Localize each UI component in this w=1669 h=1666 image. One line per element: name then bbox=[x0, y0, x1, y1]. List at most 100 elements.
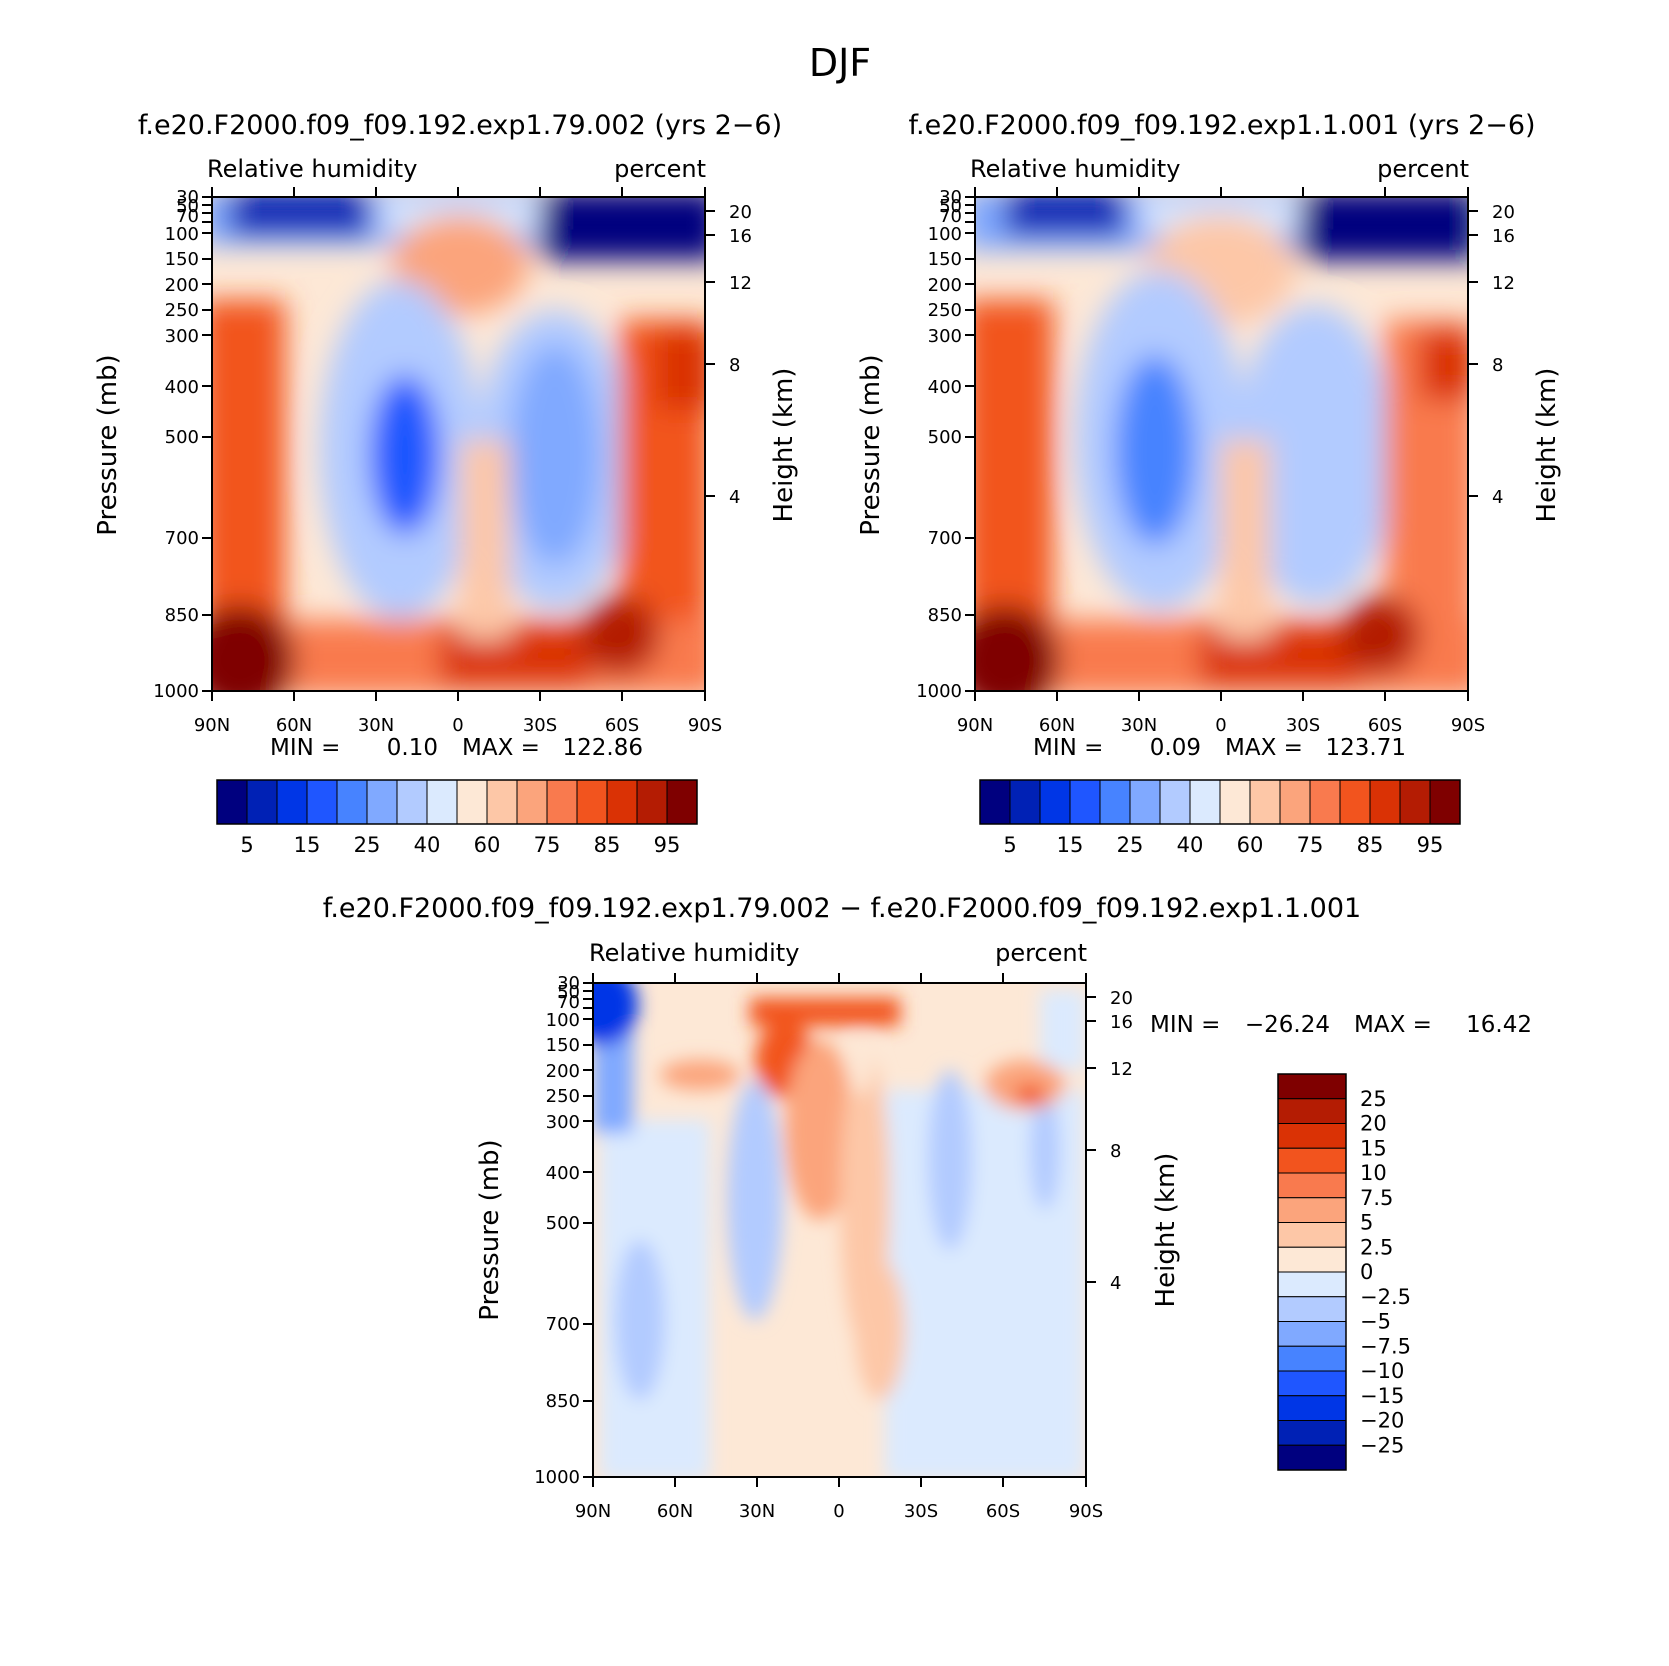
panel-1-min-value: 0.10 bbox=[387, 735, 438, 761]
panel-2-ytick: 200 bbox=[928, 275, 962, 296]
colorbar-label: 15 bbox=[1057, 833, 1084, 857]
panel-3-ytick: 100 bbox=[546, 1010, 580, 1031]
panel-2-ytick: 850 bbox=[928, 605, 962, 626]
colorbar-swatch bbox=[1249, 779, 1281, 825]
panel-1-ytick-right: 20 bbox=[729, 202, 752, 223]
panel-2-min-value: 0.09 bbox=[1150, 735, 1201, 761]
colorbar-swatch bbox=[979, 779, 1011, 825]
colorbar-label: 95 bbox=[1417, 833, 1444, 857]
panel-2-colorbar: 5 15 25 40 60 75 85 95 bbox=[979, 779, 1461, 857]
panel-1: f.e20.F2000.f09_f09.192.exp1.79.002 (yrs… bbox=[93, 110, 799, 857]
panel-1-title: f.e20.F2000.f09_f09.192.exp1.79.002 (yrs… bbox=[138, 110, 782, 141]
panel-3-ytick: 70 bbox=[557, 992, 580, 1013]
panel-1-ytick: 200 bbox=[165, 275, 199, 296]
panel-1-ytick: 500 bbox=[165, 427, 199, 448]
panel-3-min-value: −26.24 bbox=[1245, 1012, 1330, 1038]
colorbar-swatch bbox=[1277, 1147, 1347, 1174]
panel-1-variable-label: Relative humidity bbox=[207, 155, 417, 183]
panel-3-ytick: 400 bbox=[546, 1163, 580, 1184]
colorbar-label: 60 bbox=[1237, 833, 1264, 857]
colorbar-swatch bbox=[1277, 1222, 1347, 1248]
colorbar-swatch bbox=[1277, 1098, 1347, 1124]
panel-3-xtick: 60N bbox=[657, 1501, 693, 1522]
panel-3-xtick: 30S bbox=[904, 1501, 938, 1522]
colorbar-swatch bbox=[1277, 1073, 1347, 1100]
panel-2-units-label: percent bbox=[1377, 155, 1469, 183]
panel-2: f.e20.F2000.f09_f09.192.exp1.1.001 (yrs … bbox=[856, 110, 1562, 857]
colorbar-swatch bbox=[1129, 779, 1161, 825]
panel-1-ytick-right: 16 bbox=[729, 226, 752, 247]
panel-1-ytick: 700 bbox=[165, 528, 199, 549]
colorbar-label: 7.5 bbox=[1360, 1186, 1393, 1210]
colorbar-label: 15 bbox=[294, 833, 321, 857]
panel-2-ytick-right: 16 bbox=[1492, 226, 1515, 247]
colorbar-swatch bbox=[1009, 779, 1041, 825]
panel-3-ylabel-right: Height (km) bbox=[1151, 1153, 1181, 1308]
panel-3-ytick: 250 bbox=[546, 1086, 580, 1107]
panel-1-xtick: 90N bbox=[194, 715, 230, 736]
colorbar-label: −2.5 bbox=[1360, 1285, 1411, 1309]
colorbar-swatch bbox=[1277, 1420, 1347, 1446]
panel-2-ytick: 50 bbox=[939, 196, 962, 217]
panel-2-title: f.e20.F2000.f09_f09.192.exp1.1.001 (yrs … bbox=[908, 110, 1535, 141]
panel-2-ytick-right: 4 bbox=[1492, 487, 1503, 508]
panel-3-ytick: 150 bbox=[546, 1035, 580, 1056]
panel-3-min-label: MIN = bbox=[1150, 1012, 1220, 1038]
colorbar-label: 25 bbox=[1117, 833, 1144, 857]
colorbar-swatch bbox=[1277, 1345, 1347, 1372]
panel-1-ytick: 50 bbox=[176, 196, 199, 217]
panel-1-ytick: 70 bbox=[176, 206, 199, 227]
panel-2-xtick: 0 bbox=[1215, 715, 1226, 736]
colorbar-swatch bbox=[246, 779, 278, 825]
panel-1-ylabel-right: Height (km) bbox=[769, 368, 799, 523]
panel-2-ytick: 1000 bbox=[916, 681, 962, 702]
panel-3-xtick: 0 bbox=[833, 1501, 844, 1522]
colorbar-swatch bbox=[1039, 779, 1071, 825]
panel-3-ytick: 1000 bbox=[534, 1467, 580, 1488]
panel-3-ylabel: Pressure (mb) bbox=[475, 1139, 505, 1320]
panel-1-colorbar: 5 15 25 40 60 75 85 95 bbox=[216, 779, 698, 857]
panel-2-xtick: 60S bbox=[1368, 715, 1402, 736]
colorbar-label: 15 bbox=[1360, 1136, 1387, 1160]
colorbar-label: 85 bbox=[594, 833, 621, 857]
colorbar-swatch bbox=[1277, 1444, 1347, 1471]
colorbar-label: 5 bbox=[1003, 833, 1016, 857]
panel-1-field bbox=[212, 197, 705, 691]
panel-2-xtick: 30S bbox=[1286, 715, 1320, 736]
colorbar-swatch bbox=[486, 779, 518, 825]
panel-3-title: f.e20.F2000.f09_f09.192.exp1.79.002 − f.… bbox=[323, 893, 1361, 924]
colorbar-swatch bbox=[1277, 1197, 1347, 1223]
colorbar-label: 20 bbox=[1360, 1112, 1387, 1136]
panel-3-ytick: 30 bbox=[557, 973, 580, 994]
panel-1-xtick: 30N bbox=[358, 715, 394, 736]
colorbar-label: 40 bbox=[414, 833, 441, 857]
panel-1-max-label: MAX = bbox=[462, 735, 540, 761]
colorbar-swatch bbox=[1277, 1296, 1347, 1322]
panel-1-ylabel: Pressure (mb) bbox=[93, 354, 123, 535]
colorbar-swatch bbox=[1277, 1246, 1347, 1273]
panel-1-units-label: percent bbox=[614, 155, 706, 183]
colorbar-label: −20 bbox=[1360, 1409, 1404, 1433]
panel-2-xtick: 90S bbox=[1451, 715, 1485, 736]
panel-3-ytick: 200 bbox=[546, 1061, 580, 1082]
colorbar-label: −15 bbox=[1360, 1384, 1404, 1408]
colorbar-swatch bbox=[366, 779, 398, 825]
colorbar-swatch bbox=[1189, 779, 1221, 825]
colorbar-label: −10 bbox=[1360, 1359, 1404, 1383]
panel-1-ytick: 400 bbox=[165, 377, 199, 398]
panel-2-max-label: MAX = bbox=[1225, 735, 1303, 761]
colorbar-label: 5 bbox=[1360, 1211, 1373, 1235]
panel-1-ytick: 30 bbox=[176, 187, 199, 208]
colorbar-swatch bbox=[1277, 1395, 1347, 1421]
panel-2-xtick: 90N bbox=[957, 715, 993, 736]
panel-3-ytick-right: 4 bbox=[1110, 1273, 1121, 1294]
panel-2-ytick-right: 8 bbox=[1492, 355, 1503, 376]
panel-1-ytick-right: 4 bbox=[729, 487, 740, 508]
colorbar-label: −7.5 bbox=[1360, 1334, 1411, 1358]
colorbar-swatch bbox=[336, 779, 368, 825]
colorbar-swatch bbox=[1277, 1123, 1347, 1149]
colorbar-swatch bbox=[1277, 1321, 1347, 1347]
panel-1-ytick: 300 bbox=[165, 326, 199, 347]
colorbar-label: −5 bbox=[1360, 1310, 1391, 1334]
